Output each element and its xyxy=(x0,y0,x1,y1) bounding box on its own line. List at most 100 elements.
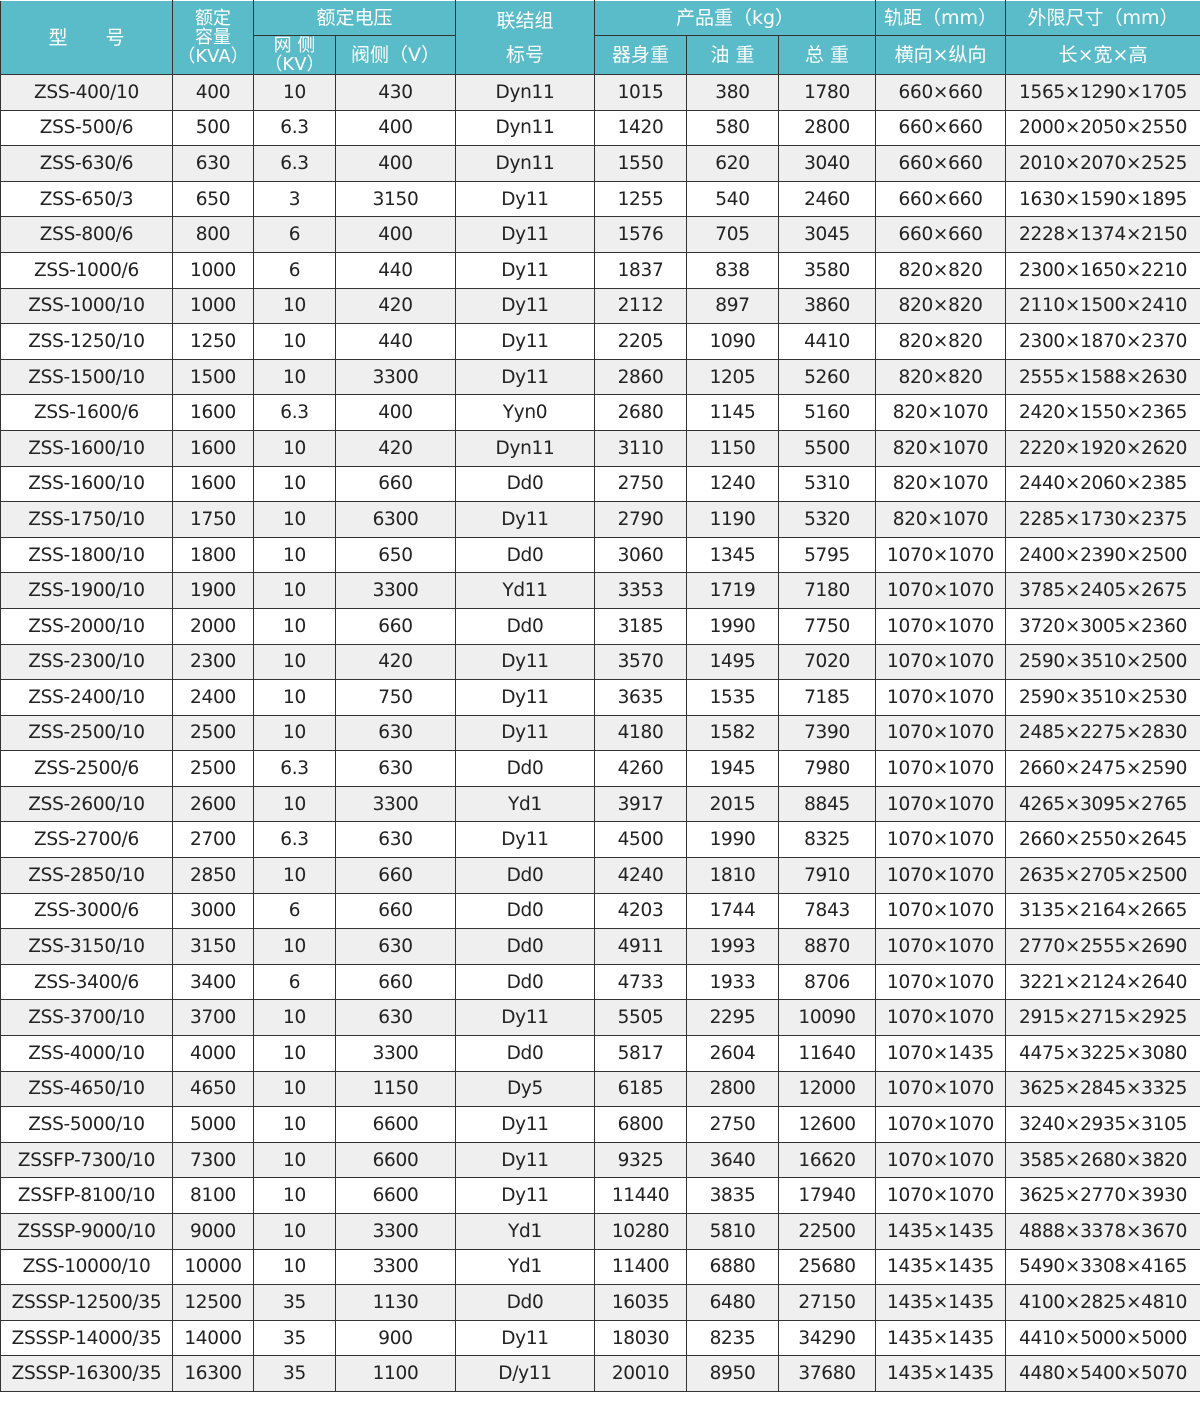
cell-gauge: 1070×1070 xyxy=(875,963,1007,1001)
cell-oil-weight: 8235 xyxy=(686,1319,780,1357)
cell-body-weight: 4260 xyxy=(594,750,688,787)
cell-dimensions: 3221×2124×2640 xyxy=(1005,963,1200,1001)
cell-valve-side: 660 xyxy=(334,963,457,1001)
cell-connection: Yyn0 xyxy=(455,394,596,431)
table-row: ZSSSP-14000/35 14000 35 900 Dy11 18030 8235 342… xyxy=(0,1319,1200,1357)
cell-dimensions: 2000×2050×2550 xyxy=(1005,109,1200,147)
cell-gauge: 1435×1435 xyxy=(875,1319,1007,1357)
cell-grid-side: 6 xyxy=(253,251,336,289)
cell-connection: Dy11 xyxy=(455,679,596,716)
table-row: ZSS-4650/10 4650 10 1150 Dy5 6185 2800 12000 107… xyxy=(0,1070,1200,1108)
table-row: ZSS-1500/10 1500 10 3300 Dy11 2860 1205 5260 820… xyxy=(0,358,1200,396)
cell-valve-side: 660 xyxy=(334,857,457,894)
table-row: ZSSSP-12500/35 12500 35 1130 Dd0 16035 6480 271… xyxy=(0,1284,1200,1321)
cell-model: ZSS-2000/10 xyxy=(0,607,173,645)
header-valve-side: 阀侧（V） xyxy=(334,35,457,75)
cell-grid-side: 10 xyxy=(253,714,336,752)
cell-body-weight: 10280 xyxy=(594,1213,688,1250)
cell-gauge: 820×1070 xyxy=(875,429,1007,467)
cell-total-weight: 4410 xyxy=(778,323,877,360)
cell-oil-weight: 580 xyxy=(686,109,780,147)
cell-model: ZSS-3000/6 xyxy=(0,892,173,930)
cell-dimensions: 2400×2390×2500 xyxy=(1005,536,1200,574)
cell-oil-weight: 897 xyxy=(686,287,780,325)
cell-capacity: 3400 xyxy=(172,963,254,1001)
cell-gauge: 1070×1070 xyxy=(875,1106,1007,1143)
cell-grid-side: 10 xyxy=(253,857,336,894)
cell-connection: Dd0 xyxy=(455,857,596,894)
cell-gauge: 820×820 xyxy=(875,323,1007,360)
header-dimensions: 外限尺寸（mm） xyxy=(1005,0,1200,36)
cell-oil-weight: 1090 xyxy=(686,323,780,360)
cell-valve-side: 630 xyxy=(334,999,457,1037)
header-connection: 联结组 标号 xyxy=(455,0,596,75)
cell-body-weight: 3635 xyxy=(594,679,688,716)
cell-valve-side: 3300 xyxy=(334,1035,457,1072)
cell-body-weight: 20010 xyxy=(594,1355,688,1392)
cell-body-weight: 1576 xyxy=(594,216,688,253)
cell-model: ZSS-1000/10 xyxy=(0,287,173,325)
cell-valve-side: 400 xyxy=(334,394,457,431)
cell-capacity: 3000 xyxy=(172,892,254,930)
cell-dimensions: 4265×3095×2765 xyxy=(1005,785,1200,823)
cell-body-weight: 3917 xyxy=(594,785,688,823)
cell-body-weight: 4500 xyxy=(594,821,688,859)
cell-model: ZSS-500/6 xyxy=(0,109,173,147)
table-row: ZSS-1750/10 1750 10 6300 Dy11 2790 1190 5320 820… xyxy=(0,501,1200,538)
cell-valve-side: 660 xyxy=(334,892,457,930)
table-row: ZSS-2700/6 2700 6.3 630 Dy11 4500 1990 8325 1070… xyxy=(0,821,1200,859)
table-row: ZSS-4000/10 4000 10 3300 Dd0 5817 2604 11640 107… xyxy=(0,1035,1200,1072)
header-gauge: 轨距（mm） xyxy=(875,0,1007,36)
cell-total-weight: 7185 xyxy=(778,679,877,716)
cell-oil-weight: 2750 xyxy=(686,1106,780,1143)
header-body-weight: 器身重 xyxy=(594,35,688,75)
cell-oil-weight: 1990 xyxy=(686,821,780,859)
cell-oil-weight: 838 xyxy=(686,251,780,289)
cell-total-weight: 7020 xyxy=(778,643,877,681)
cell-grid-side: 10 xyxy=(253,358,336,396)
cell-capacity: 1600 xyxy=(172,465,254,503)
table-row: ZSS-500/6 500 6.3 400 Dyn11 1420 580 2800 660×66… xyxy=(0,109,1200,147)
cell-oil-weight: 2015 xyxy=(686,785,780,823)
cell-total-weight: 8706 xyxy=(778,963,877,1001)
cell-gauge: 1070×1070 xyxy=(875,892,1007,930)
cell-valve-side: 420 xyxy=(334,429,457,467)
cell-gauge: 1435×1435 xyxy=(875,1213,1007,1250)
cell-model: ZSS-1250/10 xyxy=(0,323,173,360)
table-row: ZSS-630/6 630 6.3 400 Dyn11 1550 620 3040 660×66… xyxy=(0,145,1200,182)
cell-total-weight: 25680 xyxy=(778,1248,877,1286)
cell-connection: Yd11 xyxy=(455,572,596,609)
cell-connection: Dd0 xyxy=(455,892,596,930)
table-row: ZSS-5000/10 5000 10 6600 Dy11 6800 2750 12600 10… xyxy=(0,1106,1200,1143)
cell-model: ZSS-3400/6 xyxy=(0,963,173,1001)
cell-valve-side: 630 xyxy=(334,714,457,752)
cell-capacity: 5000 xyxy=(172,1106,254,1143)
cell-model: ZSS-1800/10 xyxy=(0,536,173,574)
cell-connection: Yd1 xyxy=(455,1248,596,1286)
cell-gauge: 1070×1070 xyxy=(875,1141,1007,1179)
cell-total-weight: 10090 xyxy=(778,999,877,1037)
cell-capacity: 2500 xyxy=(172,750,254,787)
cell-capacity: 9000 xyxy=(172,1213,254,1250)
cell-total-weight: 34290 xyxy=(778,1319,877,1357)
cell-gauge: 660×660 xyxy=(875,109,1007,147)
cell-valve-side: 3300 xyxy=(334,1248,457,1286)
cell-model: ZSSFP-7300/10 xyxy=(0,1141,173,1179)
cell-model: ZSS-2850/10 xyxy=(0,857,173,894)
cell-model: ZSS-1600/10 xyxy=(0,429,173,467)
cell-connection: Dy11 xyxy=(455,643,596,681)
cell-grid-side: 10 xyxy=(253,74,336,111)
table-row: ZSSFP-7300/10 7300 10 6600 Dy11 9325 3640 16620… xyxy=(0,1141,1200,1179)
cell-valve-side: 400 xyxy=(334,216,457,253)
cell-gauge: 820×820 xyxy=(875,287,1007,325)
cell-gauge: 1070×1070 xyxy=(875,607,1007,645)
cell-valve-side: 440 xyxy=(334,323,457,360)
cell-capacity: 8100 xyxy=(172,1177,254,1214)
cell-connection: Dyn11 xyxy=(455,429,596,467)
cell-grid-side: 10 xyxy=(253,999,336,1037)
cell-model: ZSS-2500/10 xyxy=(0,714,173,752)
cell-oil-weight: 2295 xyxy=(686,999,780,1037)
cell-body-weight: 2790 xyxy=(594,501,688,538)
cell-total-weight: 8870 xyxy=(778,928,877,965)
cell-capacity: 2000 xyxy=(172,607,254,645)
